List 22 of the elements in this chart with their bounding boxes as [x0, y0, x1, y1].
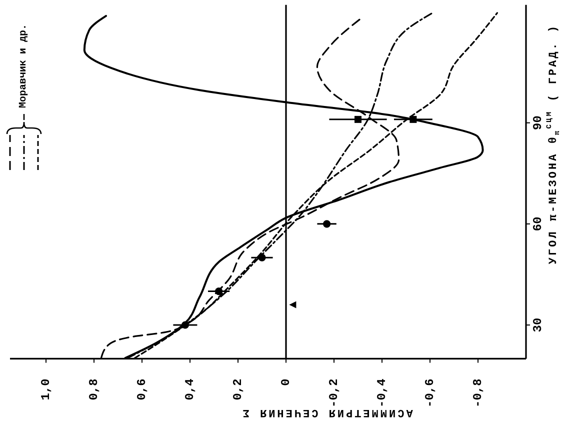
x-tick-label: -0,6 — [423, 378, 437, 408]
x-tick-label: -0,8 — [471, 378, 485, 408]
x-axis-title: АСИММЕТРИЯ СЕЧЕНИЯ Σ — [240, 406, 413, 418]
point — [410, 116, 417, 123]
x-tick-label: -0,4 — [375, 378, 389, 408]
y-tick-label: 90 — [531, 116, 545, 130]
point — [289, 301, 296, 308]
x-tick-label: 0,4 — [183, 378, 197, 400]
x-tick-label: 0 — [279, 378, 293, 386]
x-tick-label: -0,2 — [327, 378, 341, 408]
y-tick-label: 30 — [531, 318, 545, 332]
x-tick-label: 1,0 — [39, 378, 53, 400]
annotation: Моравчик и др. — [18, 24, 30, 108]
point — [323, 220, 331, 228]
x-tick-label: 0,6 — [135, 378, 149, 400]
x-tick-label: 0,8 — [87, 378, 101, 400]
x-tick-label: 0,2 — [231, 378, 245, 400]
point — [354, 116, 362, 123]
point — [258, 254, 266, 262]
y-tick-label: 60 — [531, 216, 545, 232]
point — [181, 321, 189, 329]
point — [215, 288, 223, 296]
